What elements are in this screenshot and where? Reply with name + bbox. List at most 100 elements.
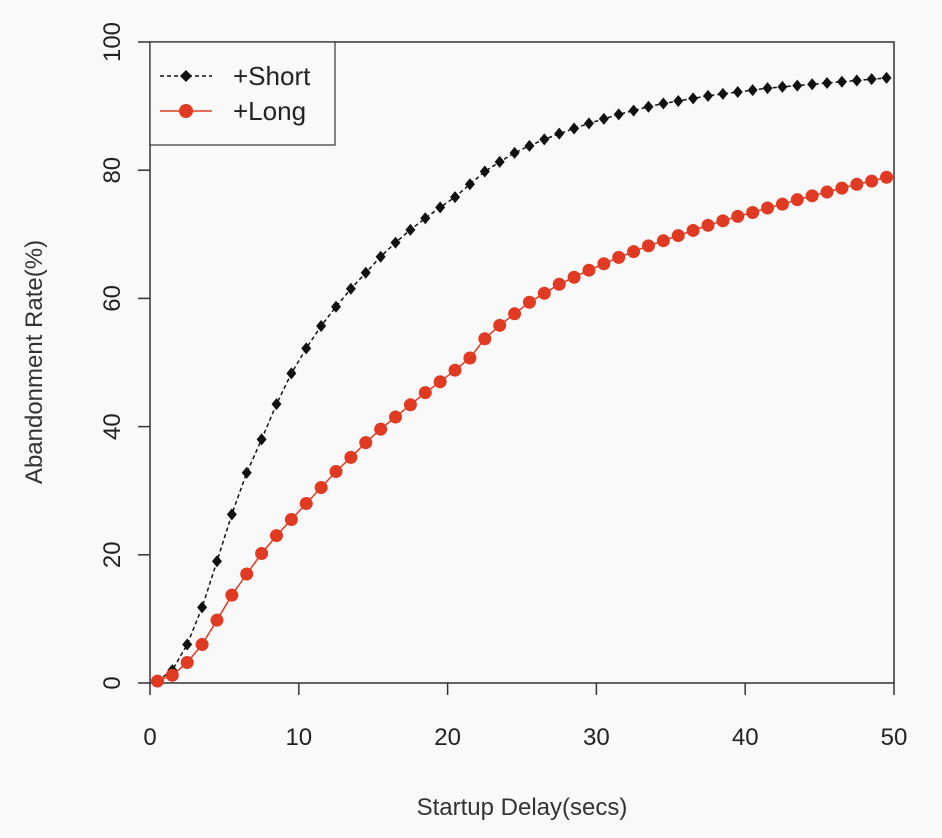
data-point-short (703, 89, 713, 102)
data-point-long (686, 223, 700, 237)
data-point-short (271, 398, 282, 411)
plot-area (149, 41, 895, 684)
data-point-long (389, 410, 403, 424)
data-point-long (537, 286, 551, 300)
data-point-long (522, 295, 536, 309)
data-point-short (241, 466, 252, 479)
data-point-long (761, 201, 775, 215)
data-point-short (197, 601, 208, 614)
data-point-short (583, 117, 594, 130)
data-point-short (747, 84, 758, 97)
data-point-short (479, 165, 490, 178)
legend: +Short +Long (149, 41, 336, 146)
data-point-long (865, 174, 879, 188)
data-point-short (673, 94, 684, 107)
data-point-long (314, 480, 328, 494)
data-point-short (420, 212, 431, 225)
data-point-short (286, 367, 297, 380)
data-point-short (360, 266, 371, 279)
data-point-short (182, 638, 193, 651)
y-tick-label: 80 (99, 157, 126, 184)
x-axis: 0 10 20 30 40 50 (143, 683, 907, 751)
data-point-long (403, 398, 417, 412)
data-point-long (418, 386, 432, 400)
data-point-long (255, 547, 269, 561)
data-point-short (598, 112, 609, 125)
data-point-short (226, 508, 237, 521)
data-point-short (762, 82, 773, 95)
x-axis-title: Startup Delay(secs) (417, 794, 628, 821)
data-point-long (820, 185, 834, 199)
data-point-long (463, 351, 477, 365)
y-tick-label: 20 (99, 541, 126, 568)
data-point-short (732, 85, 743, 98)
data-point-short (866, 73, 877, 86)
data-point-short (539, 133, 550, 146)
legend-short-label: +Short (233, 61, 311, 91)
data-point-short (316, 319, 327, 332)
x-tick-label: 10 (285, 724, 312, 751)
y-axis-title: Abandonment Rate(%) (21, 240, 48, 484)
data-point-long (582, 263, 596, 277)
data-point-short (777, 80, 788, 93)
data-point-long (433, 375, 447, 389)
x-tick-label: 20 (434, 724, 461, 751)
data-point-long (359, 436, 373, 450)
data-point-long (835, 181, 849, 195)
data-point-long (299, 497, 313, 511)
data-point-long (746, 206, 760, 220)
data-point-long (493, 318, 507, 332)
x-tick-label: 50 (881, 724, 908, 751)
legend-long-marker (179, 104, 193, 118)
data-point-short (643, 100, 654, 113)
x-tick-label: 0 (143, 724, 156, 751)
data-point-short (405, 223, 416, 236)
data-point-short (881, 71, 892, 84)
data-point-short (658, 97, 669, 110)
data-point-long (775, 197, 789, 211)
data-point-short (836, 75, 847, 88)
legend-short-marker (180, 70, 192, 82)
series-layer (150, 71, 894, 688)
data-point-short (851, 74, 862, 87)
data-point-long (269, 529, 283, 543)
series-long (150, 170, 894, 688)
data-point-short (345, 282, 356, 295)
data-point-long (612, 250, 626, 264)
data-point-long (552, 277, 566, 291)
data-point-short (331, 300, 341, 313)
data-point-short (688, 92, 699, 105)
data-point-short (375, 250, 386, 263)
legend-long-label: +Long (233, 96, 306, 126)
data-point-short (256, 433, 267, 446)
data-point-long (641, 239, 655, 253)
data-point-short (450, 191, 461, 204)
data-point-long (195, 638, 209, 652)
data-point-long (805, 189, 819, 203)
data-point-short (569, 122, 580, 135)
data-point-long (329, 464, 343, 478)
data-point-short (301, 342, 312, 355)
data-point-short (554, 127, 565, 140)
data-point-long (731, 209, 745, 223)
data-point-long (597, 257, 611, 271)
data-point-long (671, 229, 685, 243)
data-point-short (807, 78, 818, 91)
data-point-long (225, 588, 239, 602)
data-point-short (628, 104, 639, 117)
data-point-long (150, 674, 164, 688)
data-point-long (344, 450, 358, 464)
data-point-long (716, 214, 730, 228)
data-point-short (717, 87, 728, 100)
data-point-long (567, 270, 581, 284)
data-point-long (240, 567, 254, 581)
data-point-short (435, 201, 446, 214)
data-point-long (850, 177, 864, 191)
y-tick-label: 40 (99, 413, 126, 440)
data-point-long (284, 513, 298, 527)
data-point-short (211, 555, 222, 568)
series-short (152, 71, 892, 688)
y-axis: 0 20 40 60 80 100 (99, 22, 150, 690)
legend-box (149, 41, 336, 146)
